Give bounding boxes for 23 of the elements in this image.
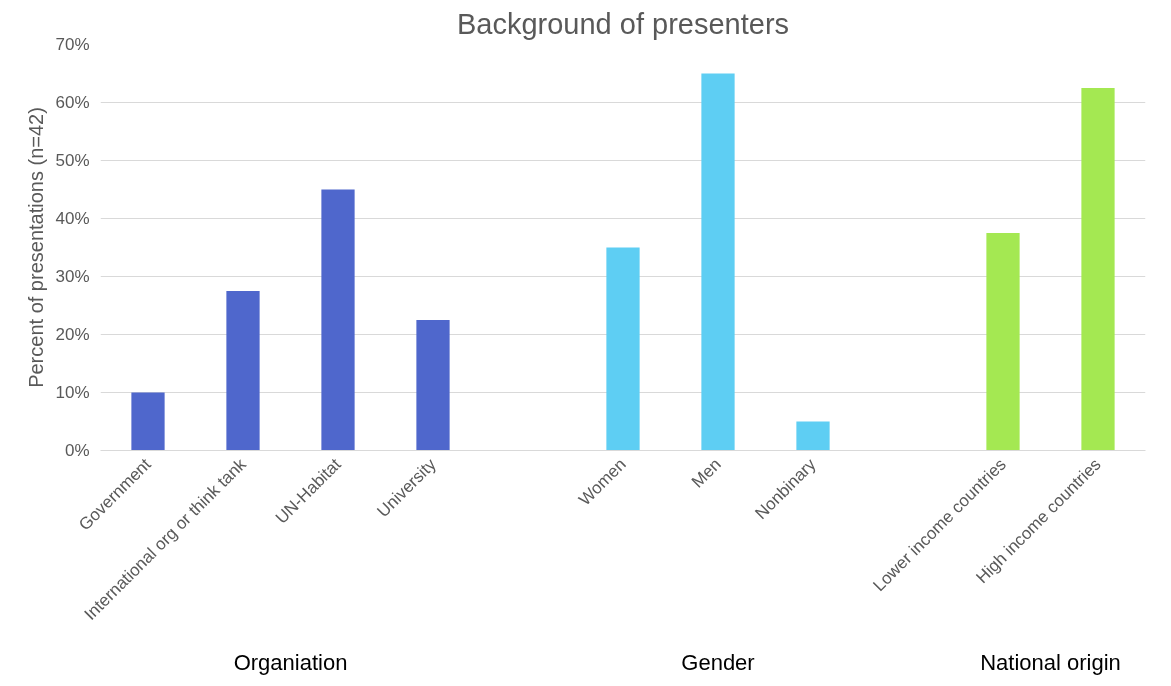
bar [701, 73, 735, 451]
text: Organiation [233, 649, 348, 675]
y-tick-label: 20% [55, 325, 90, 344]
bar [986, 233, 1020, 451]
bar [606, 247, 640, 451]
y-tick-label: 30% [55, 267, 90, 286]
bar [131, 392, 165, 451]
y-tick-label: 70% [55, 35, 90, 54]
y-tick-label: 50% [55, 151, 90, 170]
chart-title: Background of presenters [456, 7, 790, 40]
bar [1081, 88, 1115, 451]
bar [226, 291, 260, 451]
text: National origin [980, 649, 1121, 675]
y-tick-label: 0% [64, 441, 90, 460]
bar [416, 320, 450, 451]
y-tick-label: 40% [55, 209, 90, 228]
y-tick-label: 60% [55, 93, 90, 112]
bar [321, 189, 355, 451]
x-tick-label: Men [687, 454, 725, 492]
text: Gender [681, 649, 755, 675]
y-tick-label: 10% [55, 383, 90, 402]
y-axis-title: Percent of presentations (n=42) [25, 107, 48, 388]
bar [796, 421, 830, 451]
